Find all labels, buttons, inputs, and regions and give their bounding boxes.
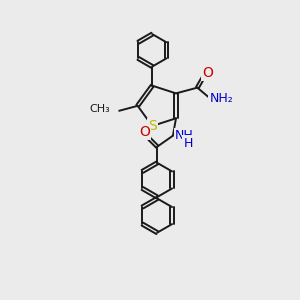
Text: NH: NH <box>175 129 194 142</box>
Text: CH₃: CH₃ <box>90 104 110 114</box>
Text: NH₂: NH₂ <box>209 92 233 106</box>
Text: H: H <box>184 136 193 150</box>
Text: O: O <box>202 66 213 80</box>
Text: O: O <box>140 125 150 139</box>
Text: S: S <box>148 119 157 133</box>
